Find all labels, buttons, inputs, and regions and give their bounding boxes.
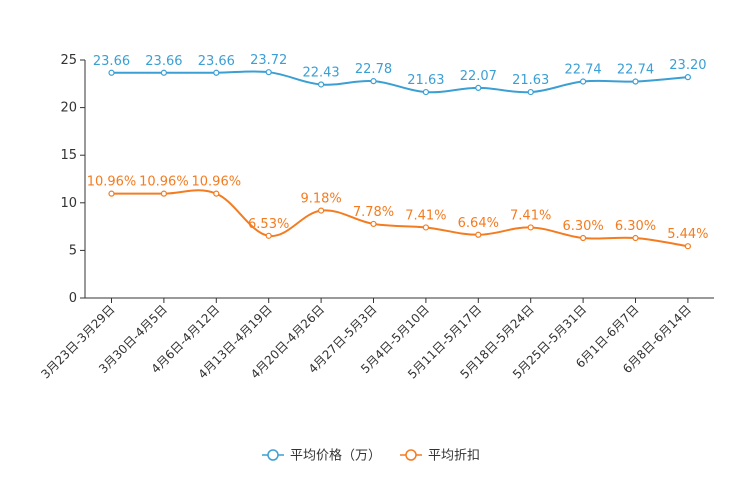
y-tick-label: 5 <box>69 243 77 258</box>
data-label: 22.74 <box>617 63 654 78</box>
data-point[interactable] <box>684 74 692 81</box>
legend-item[interactable]: 平均折扣 <box>400 449 480 464</box>
data-label: 23.72 <box>250 53 287 68</box>
data-point[interactable] <box>370 220 377 228</box>
data-label: 23.66 <box>93 54 130 69</box>
data-label: 7.41% <box>405 208 446 223</box>
data-point[interactable] <box>160 190 167 197</box>
data-point[interactable] <box>527 224 534 231</box>
data-label: 23.20 <box>669 58 706 73</box>
data-point[interactable] <box>527 88 534 96</box>
y-tick-label: 10 <box>60 196 77 211</box>
data-label: 10.96% <box>139 175 189 190</box>
data-point[interactable] <box>213 69 220 76</box>
data-point[interactable] <box>160 69 167 76</box>
data-point[interactable] <box>632 78 639 85</box>
data-label: 21.63 <box>512 73 549 88</box>
data-label: 5.44% <box>667 227 708 242</box>
legend-marker-icon <box>405 449 417 461</box>
y-tick-label: 25 <box>60 53 77 68</box>
chart-series: 23.66 23.66 23.66 23.72 22.43 22.78 21.63 22.07… <box>87 53 709 250</box>
data-label: 9.18% <box>300 192 341 207</box>
data-point[interactable] <box>579 78 587 85</box>
data-point[interactable] <box>422 224 429 231</box>
data-label: 10.96% <box>192 175 242 190</box>
data-label: 6.30% <box>562 219 603 234</box>
series-avg-price: 23.66 23.66 23.66 23.72 22.43 22.78 21.63 22.07… <box>93 53 707 96</box>
data-point[interactable] <box>475 84 482 91</box>
data-point[interactable] <box>370 78 377 85</box>
data-point[interactable] <box>632 234 639 242</box>
data-label: 6.64% <box>458 216 499 231</box>
data-point[interactable] <box>318 207 325 214</box>
data-point[interactable] <box>213 190 220 197</box>
data-point[interactable] <box>318 81 325 88</box>
y-tick-label: 0 <box>69 291 77 306</box>
data-point[interactable] <box>265 232 272 239</box>
data-label: 22.43 <box>302 65 339 80</box>
data-point[interactable] <box>475 231 482 238</box>
data-label: 7.78% <box>353 205 394 220</box>
data-point[interactable] <box>579 234 587 242</box>
series-avg-discount: 10.96% 10.96% 10.96%6.53%9.18%7.78% 7.41% 6.… <box>87 175 709 250</box>
chart-legend[interactable]: 平均价格（万） 平均折扣 <box>262 448 480 464</box>
data-point[interactable] <box>265 69 272 76</box>
data-point[interactable] <box>422 88 429 96</box>
data-label: 6.30% <box>615 219 656 234</box>
data-label: 21.63 <box>407 73 444 88</box>
data-label: 22.74 <box>564 63 601 78</box>
data-label: 22.78 <box>355 62 392 77</box>
data-point[interactable] <box>108 190 115 197</box>
data-label: 23.66 <box>198 54 235 69</box>
legend-marker-icon <box>267 449 279 461</box>
y-tick-label: 15 <box>60 148 77 163</box>
series-line <box>111 70 688 94</box>
data-point[interactable] <box>684 243 692 250</box>
data-label: 6.53% <box>248 217 289 232</box>
legend-label: 平均折扣 <box>428 449 480 464</box>
data-label: 22.07 <box>460 69 497 84</box>
data-point[interactable] <box>108 69 115 76</box>
data-label: 10.96% <box>87 175 137 190</box>
legend-label: 平均价格（万） <box>290 448 381 464</box>
data-label: 23.66 <box>145 54 182 69</box>
y-tick-label: 20 <box>60 101 77 116</box>
legend-item[interactable]: 平均价格（万） <box>262 448 381 464</box>
data-label: 7.41% <box>510 208 551 223</box>
